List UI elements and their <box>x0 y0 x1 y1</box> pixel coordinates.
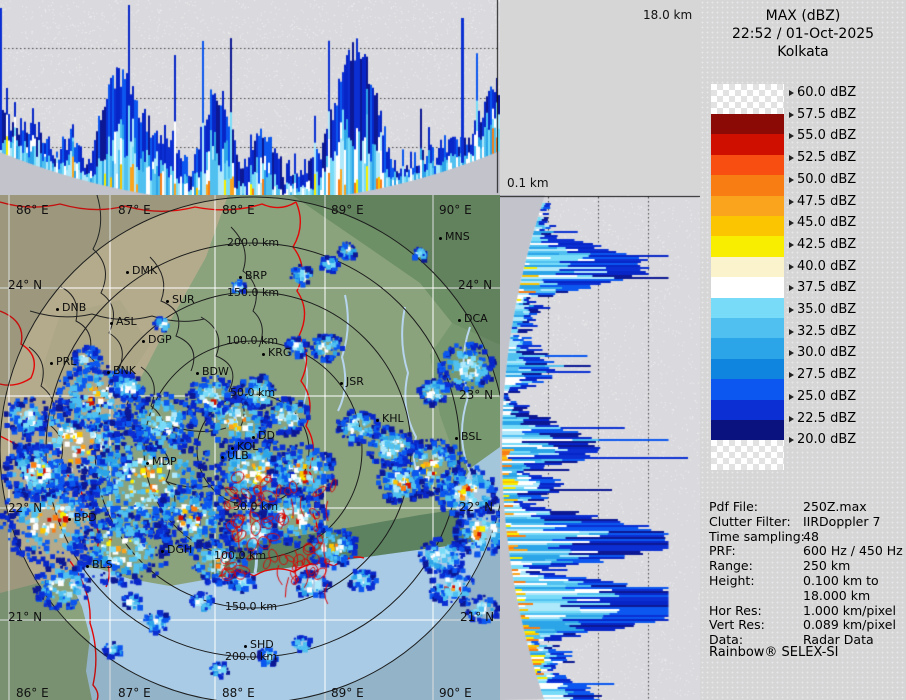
scale-tick-arrow-icon <box>789 328 794 335</box>
radar-map-panel <box>0 195 500 700</box>
scale-tick-arrow-icon <box>789 176 794 183</box>
scale-label: 60.0 dBZ <box>789 85 856 101</box>
meta-row: Hor Res: 1.000 km/pixel <box>709 603 905 618</box>
scale-swatch <box>711 358 784 380</box>
scale-tick-arrow-icon <box>789 393 794 400</box>
scale-swatch <box>711 134 784 156</box>
meta-value: 0.100 km to <box>803 573 879 588</box>
scale-swatch <box>711 297 784 319</box>
meta-row: Height: 0.100 km to <box>709 573 905 588</box>
meta-label: Clutter Filter: <box>709 513 791 529</box>
product-timestamp: 22:52 / 01-Oct-2025 <box>731 26 875 42</box>
product-title: MAX (dBZ) <box>765 8 841 24</box>
scale-tick-arrow-icon <box>789 241 794 248</box>
meta-label: Hor Res: <box>709 602 762 618</box>
meta-row: PRF: 600 Hz / 450 Hz <box>709 543 905 558</box>
meta-label: Vert Res: <box>709 617 765 633</box>
meta-row: Vert Res: 0.089 km/pixel <box>709 617 905 632</box>
scale-tick-arrow-icon <box>789 198 794 205</box>
legend-panel: MAX (dBZ) 22:52 / 01-Oct-2025 Kolkata 60… <box>700 0 906 700</box>
meta-value: 18.000 km <box>803 587 871 603</box>
scale-label: 22.5 dBZ <box>789 411 856 427</box>
meta-value: 48 <box>803 528 819 544</box>
scale-swatch <box>711 114 784 135</box>
scale-label: 35.0 dBZ <box>789 302 856 318</box>
scale-swatch <box>711 175 784 197</box>
scale-tick-arrow-icon <box>789 155 794 162</box>
scale-label: 40.0 dBZ <box>789 259 856 275</box>
scale-tick-arrow-icon <box>789 111 794 118</box>
scale-swatch <box>711 440 784 470</box>
scale-label: 57.5 dBZ <box>789 107 856 123</box>
station-name: Kolkata <box>777 44 829 60</box>
meta-row: Clutter Filter: IIRDoppler 7 <box>709 514 905 529</box>
meta-label: PRF: <box>709 543 736 559</box>
scale-label: 20.0 dBZ <box>789 432 856 448</box>
radar-echo-layer <box>0 195 500 700</box>
scale-swatch <box>711 338 784 360</box>
scale-label: 50.0 dBZ <box>789 172 856 188</box>
scale-swatch <box>711 154 784 176</box>
meta-value: 250 km <box>803 558 851 574</box>
meta-row: Data: Radar Data <box>709 632 905 647</box>
software-brand: Rainbow® SELEX-SI <box>709 645 839 660</box>
scale-swatch <box>711 236 784 258</box>
scale-swatch <box>711 420 784 441</box>
scale-tick-arrow-icon <box>789 133 794 140</box>
scale-swatch <box>711 256 784 278</box>
scale-tick-arrow-icon <box>789 220 794 227</box>
meta-value: Radar Data <box>803 632 874 648</box>
vertical-profile-side-panel <box>500 195 700 700</box>
scale-swatch <box>711 318 784 339</box>
meta-label: Range: <box>709 558 753 574</box>
meta-value: 0.089 km/pixel <box>803 617 896 633</box>
meta-value: 250Z.max <box>803 499 867 514</box>
meta-label: Pdf File: <box>709 499 758 514</box>
meta-row: Pdf File: 250Z.max <box>709 499 905 514</box>
scale-swatch <box>711 216 784 237</box>
scale-tick-arrow-icon <box>789 285 794 292</box>
scale-label: 42.5 dBZ <box>789 237 856 253</box>
meta-value: IIRDoppler 7 <box>803 513 881 529</box>
scale-label: 55.0 dBZ <box>789 128 856 144</box>
scale-label: 37.5 dBZ <box>789 280 856 296</box>
scale-label: 47.5 dBZ <box>789 194 856 210</box>
scale-tick-arrow-icon <box>789 307 794 313</box>
scale-label: 30.0 dBZ <box>789 345 856 361</box>
scale-tick-arrow-icon <box>789 437 794 444</box>
scale-tick-arrow-icon <box>789 263 794 270</box>
scale-label: 27.5 dBZ <box>789 367 856 383</box>
meta-value: 600 Hz / 450 Hz <box>803 543 903 559</box>
scale-label: 25.0 dBZ <box>789 389 856 405</box>
meta-value: 1.000 km/pixel <box>803 602 896 618</box>
meta-row: Time sampling: 48 <box>709 529 905 544</box>
meta-label: Height: <box>709 573 755 588</box>
scale-tick-arrow-icon <box>789 90 794 96</box>
scale-tick-arrow-icon <box>789 372 794 379</box>
height-axis-min-label: 0.1 km <box>507 176 549 190</box>
meta-label: Time sampling: <box>709 528 805 544</box>
scale-swatch <box>711 84 784 114</box>
scale-tick-arrow-icon <box>789 415 794 422</box>
scale-label: 32.5 dBZ <box>789 324 856 340</box>
height-axis-max-label: 18.0 km <box>643 8 693 22</box>
scale-swatch <box>711 277 784 299</box>
scale-swatch <box>711 195 784 217</box>
scale-swatch <box>711 379 784 401</box>
meta-label: Data: <box>709 632 744 648</box>
scale-label: 45.0 dBZ <box>789 215 856 231</box>
scale-tick-arrow-icon <box>789 350 794 357</box>
meta-row: Range: 250 km <box>709 558 905 573</box>
scale-label: 52.5 dBZ <box>789 150 856 166</box>
vertical-profile-top-panel <box>0 0 500 195</box>
scale-swatch <box>711 399 784 421</box>
